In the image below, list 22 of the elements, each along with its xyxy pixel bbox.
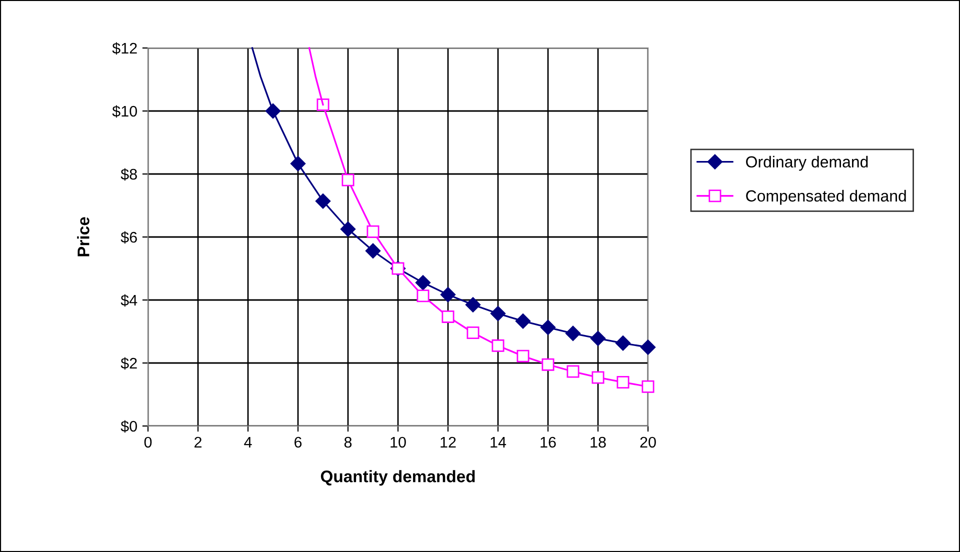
x-tick-label: 14 xyxy=(490,436,506,448)
legend-label: Compensated demand xyxy=(746,190,906,205)
y-tick-label: $8 xyxy=(120,168,137,181)
y-tick-label: $12 xyxy=(112,42,137,55)
x-tick-label: 16 xyxy=(540,436,556,448)
y-tick-label: $0 xyxy=(120,420,137,433)
y-tick-label: $4 xyxy=(120,294,138,307)
x-tick-label: 0 xyxy=(144,436,152,448)
x-tick-label: 6 xyxy=(294,436,302,448)
x-tick-label: 20 xyxy=(640,436,656,448)
x-tick-label: 10 xyxy=(390,436,406,448)
y-tick-label: $6 xyxy=(120,231,137,244)
x-axis-title: Quantity demanded xyxy=(320,470,475,486)
x-tick-label: 12 xyxy=(440,436,456,448)
x-tick-label: 8 xyxy=(344,436,352,448)
x-tick-label: 4 xyxy=(244,436,252,448)
x-tick-label: 2 xyxy=(194,436,202,448)
y-tick-label: $10 xyxy=(112,105,137,118)
y-axis-title: Price xyxy=(77,217,90,256)
x-tick-label: 18 xyxy=(590,436,606,448)
y-tick-label: $2 xyxy=(120,357,137,370)
legend-label: Ordinary demand xyxy=(746,156,868,171)
